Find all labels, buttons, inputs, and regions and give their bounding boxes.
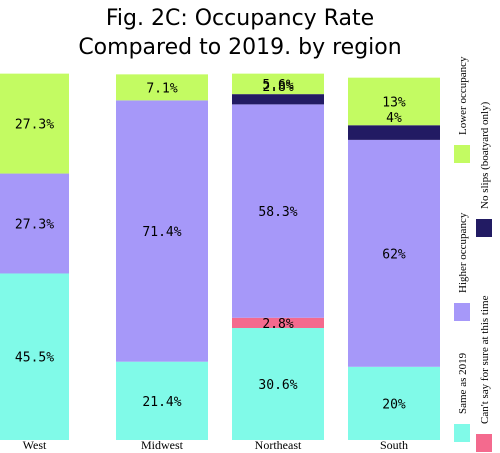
bars-group <box>0 73 440 440</box>
legend-swatch-4 <box>454 145 470 163</box>
bar-west-series-2 <box>0 173 69 274</box>
bar-northeast-series-0 <box>232 328 324 440</box>
segment-label-south-2: 62% <box>382 247 406 262</box>
bar-south-series-3 <box>348 125 440 140</box>
segment-label-south-0: 20% <box>382 397 406 412</box>
category-label-northeast: Northeast <box>255 438 302 452</box>
bar-west-series-0 <box>0 273 69 440</box>
category-label-west: West <box>23 438 47 452</box>
bar-south-series-0 <box>348 366 440 440</box>
bar-south-series-2 <box>348 139 440 367</box>
bar-northeast-series-3 <box>232 94 324 105</box>
chart-title-line-2: Compared to 2019. by region <box>78 35 401 60</box>
category-label-south: South <box>380 438 408 452</box>
segment-label-northeast-0: 30.6% <box>258 378 297 393</box>
segment-label-south-4: 13% <box>382 95 406 110</box>
bar-northeast-series-2 <box>232 104 324 318</box>
bar-midwest-series-2 <box>116 100 208 362</box>
bar-midwest-series-4 <box>116 74 208 101</box>
segment-labels-group: 45.5% 27.3% 27.3% 21.4% 71.4% 7.1% 30.6% 2.8% 58… <box>15 78 406 413</box>
legend-swatch-3 <box>476 219 492 237</box>
segment-label-northeast-4: 5.6% <box>262 78 293 93</box>
bar-south-series-4 <box>348 77 440 126</box>
segment-label-midwest-0: 21.4% <box>142 395 181 410</box>
segment-label-west-2: 27.3% <box>15 218 54 233</box>
segment-label-west-0: 45.5% <box>15 351 54 366</box>
category-label-midwest: Midwest <box>141 438 184 452</box>
legend-label-2: Higher occupancy <box>457 212 469 293</box>
segment-label-northeast-1: 2.8% <box>262 317 293 332</box>
segment-label-west-4: 27.3% <box>15 118 54 133</box>
segment-label-northeast-3: 2.8% <box>262 80 293 95</box>
category-labels-group: West Midwest Northeast South <box>23 438 408 452</box>
legend-swatch-2 <box>454 303 470 321</box>
segment-label-midwest-2: 71.4% <box>142 225 181 240</box>
legend-label-4: Lower occupancy <box>457 56 469 135</box>
bar-northeast-series-1 <box>232 317 324 329</box>
legend: Lower occupancy Higher occupancy Same as 2… <box>454 56 492 452</box>
segment-label-south-3: 4% <box>386 111 402 126</box>
segment-label-northeast-2: 58.3% <box>258 205 297 220</box>
segment-label-midwest-4: 7.1% <box>146 81 177 96</box>
chart-title-line-1: Fig. 2C: Occupancy Rate <box>106 6 374 31</box>
legend-swatch-0 <box>454 424 470 442</box>
legend-label-1: Can't say for sure at this time <box>479 295 491 424</box>
legend-swatch-1 <box>476 434 492 452</box>
legend-label-3: No slips (boatyard only) <box>479 101 491 209</box>
bar-midwest-series-0 <box>116 361 208 440</box>
bar-west-series-4 <box>0 73 69 174</box>
bar-northeast-series-4 <box>232 73 324 95</box>
legend-label-0: Same as 2019 <box>457 352 469 414</box>
